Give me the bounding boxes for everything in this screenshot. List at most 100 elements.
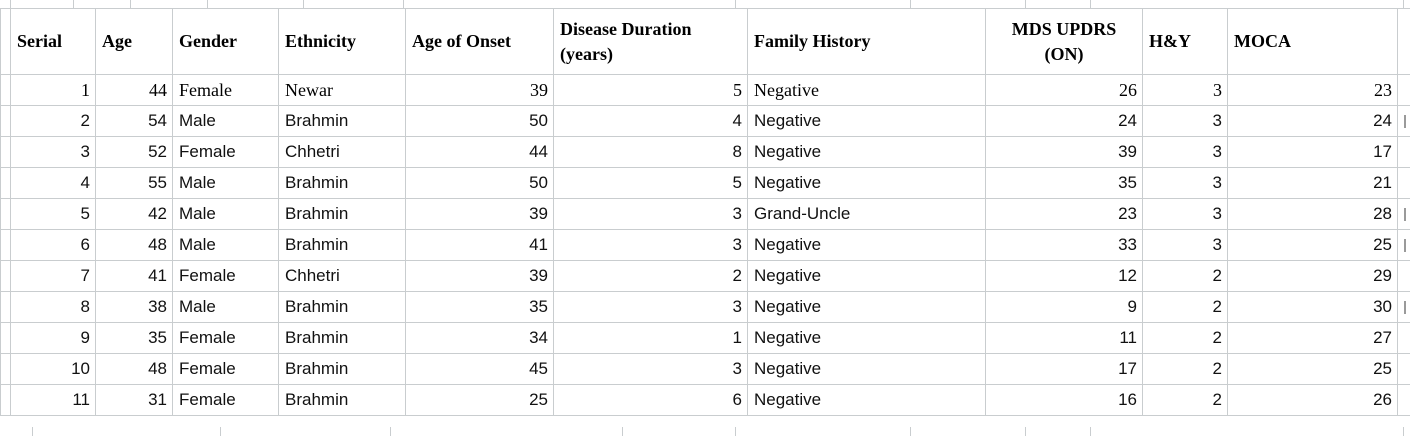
cell-serial[interactable]: 3 xyxy=(10,136,96,168)
cell-age-of-onset[interactable]: 34 xyxy=(405,322,554,354)
cell-hy[interactable]: 2 xyxy=(1142,291,1228,323)
col-header-disease-duration[interactable]: Disease Duration (years) xyxy=(553,8,748,75)
col-header-hy[interactable]: H&Y xyxy=(1142,8,1228,75)
cell-gender[interactable]: Male xyxy=(172,105,279,137)
cell-ethnicity[interactable]: Brahmin xyxy=(278,353,406,385)
col-header-age[interactable]: Age xyxy=(95,8,173,75)
cell-moca[interactable]: 26 xyxy=(1227,384,1398,416)
cell-serial[interactable]: 5 xyxy=(10,198,96,230)
cell-ethnicity[interactable]: Brahmin xyxy=(278,291,406,323)
cell-age[interactable]: 44 xyxy=(95,74,173,106)
cell-gender[interactable]: Male xyxy=(172,167,279,199)
cell-hy[interactable]: 2 xyxy=(1142,260,1228,292)
cell-age[interactable]: 48 xyxy=(95,229,173,261)
cell-age[interactable]: 35 xyxy=(95,322,173,354)
cell-age-of-onset[interactable]: 35 xyxy=(405,291,554,323)
cell-gender[interactable]: Male xyxy=(172,229,279,261)
cell-age[interactable]: 38 xyxy=(95,291,173,323)
cell-mds-updrs[interactable]: 33 xyxy=(985,229,1143,261)
col-header-ethnicity[interactable]: Ethnicity xyxy=(278,8,406,75)
cell-age-of-onset[interactable]: 39 xyxy=(405,74,554,106)
cell-hy[interactable]: 3 xyxy=(1142,229,1228,261)
cell-age[interactable]: 55 xyxy=(95,167,173,199)
cell-gender[interactable]: Male xyxy=(172,291,279,323)
cell-serial[interactable]: 4 xyxy=(10,167,96,199)
cell-age-of-onset[interactable]: 44 xyxy=(405,136,554,168)
col-header-age-of-onset[interactable]: Age of Onset xyxy=(405,8,554,75)
cell-age-of-onset[interactable]: 50 xyxy=(405,105,554,137)
cell-disease-duration[interactable]: 8 xyxy=(553,136,748,168)
cell-serial[interactable]: 9 xyxy=(10,322,96,354)
cell-mds-updrs[interactable]: 9 xyxy=(985,291,1143,323)
cell-family-history[interactable]: Negative xyxy=(747,291,986,323)
cell-serial[interactable]: 10 xyxy=(10,353,96,385)
cell-disease-duration[interactable]: 2 xyxy=(553,260,748,292)
cell-mds-updrs[interactable]: 24 xyxy=(985,105,1143,137)
cell-hy[interactable]: 2 xyxy=(1142,353,1228,385)
cell-age[interactable]: 41 xyxy=(95,260,173,292)
cell-age-of-onset[interactable]: 45 xyxy=(405,353,554,385)
cell-hy[interactable]: 2 xyxy=(1142,384,1228,416)
col-header-serial[interactable]: Serial xyxy=(10,8,96,75)
cell-mds-updrs[interactable]: 23 xyxy=(985,198,1143,230)
cell-mds-updrs[interactable]: 11 xyxy=(985,322,1143,354)
cell-mds-updrs[interactable]: 17 xyxy=(985,353,1143,385)
cell-family-history[interactable]: Grand-Uncle xyxy=(747,198,986,230)
cell-ethnicity[interactable]: Chhetri xyxy=(278,260,406,292)
cell-mds-updrs[interactable]: 35 xyxy=(985,167,1143,199)
cell-disease-duration[interactable]: 6 xyxy=(553,384,748,416)
cell-mds-updrs[interactable]: 26 xyxy=(985,74,1143,106)
cell-disease-duration[interactable]: 3 xyxy=(553,229,748,261)
cell-gender[interactable]: Female xyxy=(172,322,279,354)
cell-gender[interactable]: Female xyxy=(172,260,279,292)
cell-ethnicity[interactable]: Chhetri xyxy=(278,136,406,168)
col-header-gender[interactable]: Gender xyxy=(172,8,279,75)
cell-mds-updrs[interactable]: 16 xyxy=(985,384,1143,416)
cell-moca[interactable]: 24 xyxy=(1227,105,1398,137)
cell-family-history[interactable]: Negative xyxy=(747,229,986,261)
cell-moca[interactable]: 25 xyxy=(1227,353,1398,385)
cell-disease-duration[interactable]: 3 xyxy=(553,198,748,230)
cell-serial[interactable]: 7 xyxy=(10,260,96,292)
cell-moca[interactable]: 27 xyxy=(1227,322,1398,354)
cell-disease-duration[interactable]: 4 xyxy=(553,105,748,137)
cell-disease-duration[interactable]: 5 xyxy=(553,74,748,106)
cell-hy[interactable]: 2 xyxy=(1142,322,1228,354)
cell-moca[interactable]: 29 xyxy=(1227,260,1398,292)
cell-disease-duration[interactable]: 3 xyxy=(553,291,748,323)
cell-family-history[interactable]: Negative xyxy=(747,136,986,168)
col-header-family-history[interactable]: Family History xyxy=(747,8,986,75)
col-header-mds-updrs[interactable]: MDS UPDRS (ON) xyxy=(985,8,1143,75)
cell-hy[interactable]: 3 xyxy=(1142,198,1228,230)
cell-family-history[interactable]: Negative xyxy=(747,260,986,292)
cell-age[interactable]: 48 xyxy=(95,353,173,385)
cell-disease-duration[interactable]: 3 xyxy=(553,353,748,385)
cell-gender[interactable]: Female xyxy=(172,136,279,168)
cell-hy[interactable]: 3 xyxy=(1142,136,1228,168)
cell-moca[interactable]: 28 xyxy=(1227,198,1398,230)
cell-moca[interactable]: 23 xyxy=(1227,74,1398,106)
cell-moca[interactable]: 21 xyxy=(1227,167,1398,199)
cell-family-history[interactable]: Negative xyxy=(747,74,986,106)
cell-family-history[interactable]: Negative xyxy=(747,105,986,137)
cell-age[interactable]: 42 xyxy=(95,198,173,230)
cell-serial[interactable]: 11 xyxy=(10,384,96,416)
cell-disease-duration[interactable]: 5 xyxy=(553,167,748,199)
cell-age[interactable]: 54 xyxy=(95,105,173,137)
cell-ethnicity[interactable]: Brahmin xyxy=(278,198,406,230)
cell-disease-duration[interactable]: 1 xyxy=(553,322,748,354)
cell-gender[interactable]: Female xyxy=(172,74,279,106)
col-header-moca[interactable]: MOCA xyxy=(1227,8,1398,75)
cell-age-of-onset[interactable]: 39 xyxy=(405,198,554,230)
cell-gender[interactable]: Male xyxy=(172,198,279,230)
cell-ethnicity[interactable]: Brahmin xyxy=(278,322,406,354)
cell-family-history[interactable]: Negative xyxy=(747,384,986,416)
cell-ethnicity[interactable]: Brahmin xyxy=(278,384,406,416)
cell-serial[interactable]: 8 xyxy=(10,291,96,323)
cell-gender[interactable]: Female xyxy=(172,384,279,416)
cell-moca[interactable]: 30 xyxy=(1227,291,1398,323)
cell-age[interactable]: 52 xyxy=(95,136,173,168)
cell-gender[interactable]: Female xyxy=(172,353,279,385)
cell-family-history[interactable]: Negative xyxy=(747,322,986,354)
cell-ethnicity[interactable]: Brahmin xyxy=(278,105,406,137)
